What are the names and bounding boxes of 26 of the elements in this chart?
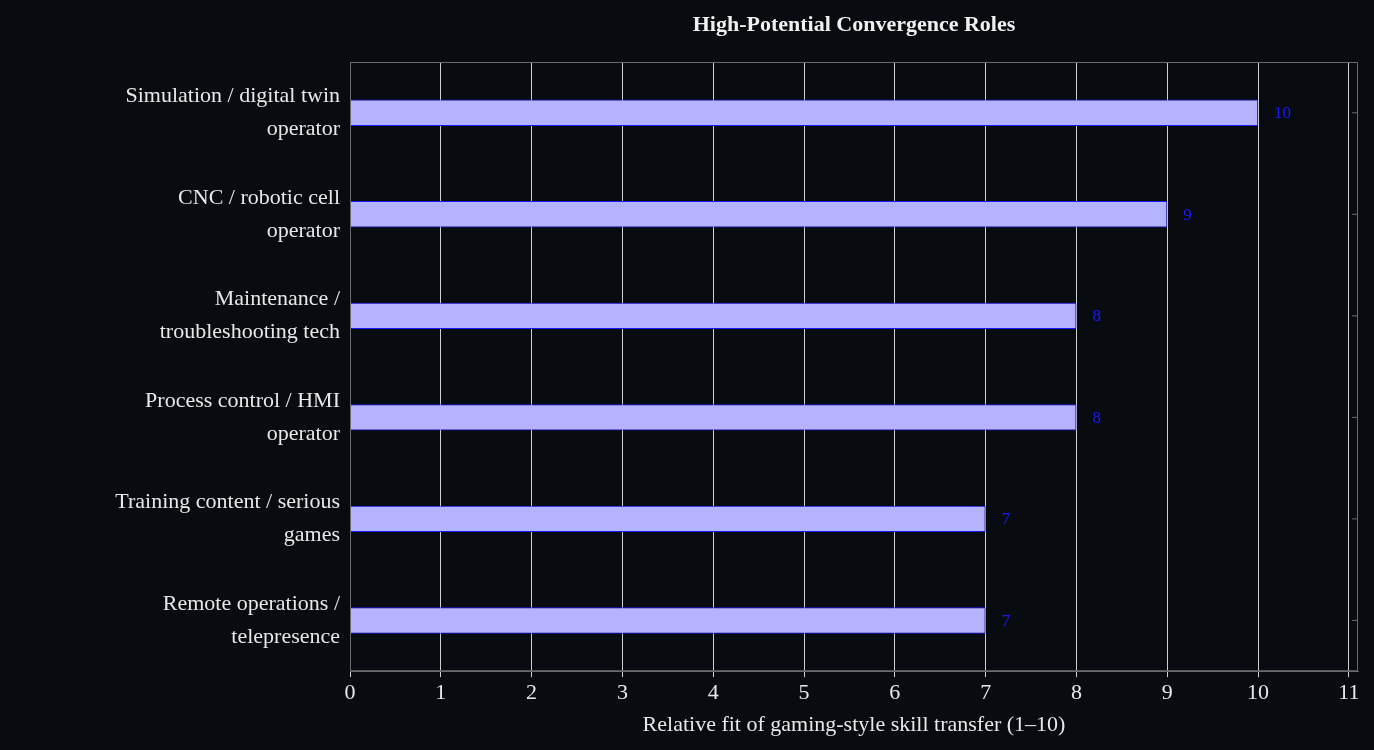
x-tick-label: 7 [980,679,992,705]
x-axis-title: Relative fit of gaming-style skill transfer (1–10) [642,710,1066,736]
x-tick-label: 4 [707,679,719,705]
data-label: 10 [1274,103,1292,123]
x-tick-label: 1 [435,679,447,705]
data-label: 8 [1092,306,1101,326]
chart-title: High-Potential Convergence Roles [692,10,1016,36]
x-tick-label: 6 [889,679,901,705]
data-label: 7 [1001,509,1011,529]
x-tick-label: 2 [526,679,538,705]
x-tick-label: 11 [1338,679,1360,705]
x-tick-label: 0 [344,679,356,705]
x-tick-label: 3 [616,679,628,705]
data-label: 7 [1001,610,1011,630]
x-tick-label: 8 [1070,679,1082,705]
x-tick-label: 10 [1247,679,1270,705]
y-tick-label: CNC / robotic cell operator [178,183,341,242]
y-tick-label: Simulation / digital twin operator [125,82,341,141]
y-tick-label: Training content / serious games [115,488,340,547]
y-tick-label: Maintenance / troubleshooting tech [159,285,341,344]
data-label: 8 [1092,407,1101,427]
data-label: 9 [1183,204,1192,224]
y-tick-label: Process control / HMI operator [145,386,341,445]
y-tick-label: Remote operations / telepresence [162,589,341,648]
x-tick-label: 5 [798,679,810,705]
x-tick-label: 9 [1161,679,1173,705]
